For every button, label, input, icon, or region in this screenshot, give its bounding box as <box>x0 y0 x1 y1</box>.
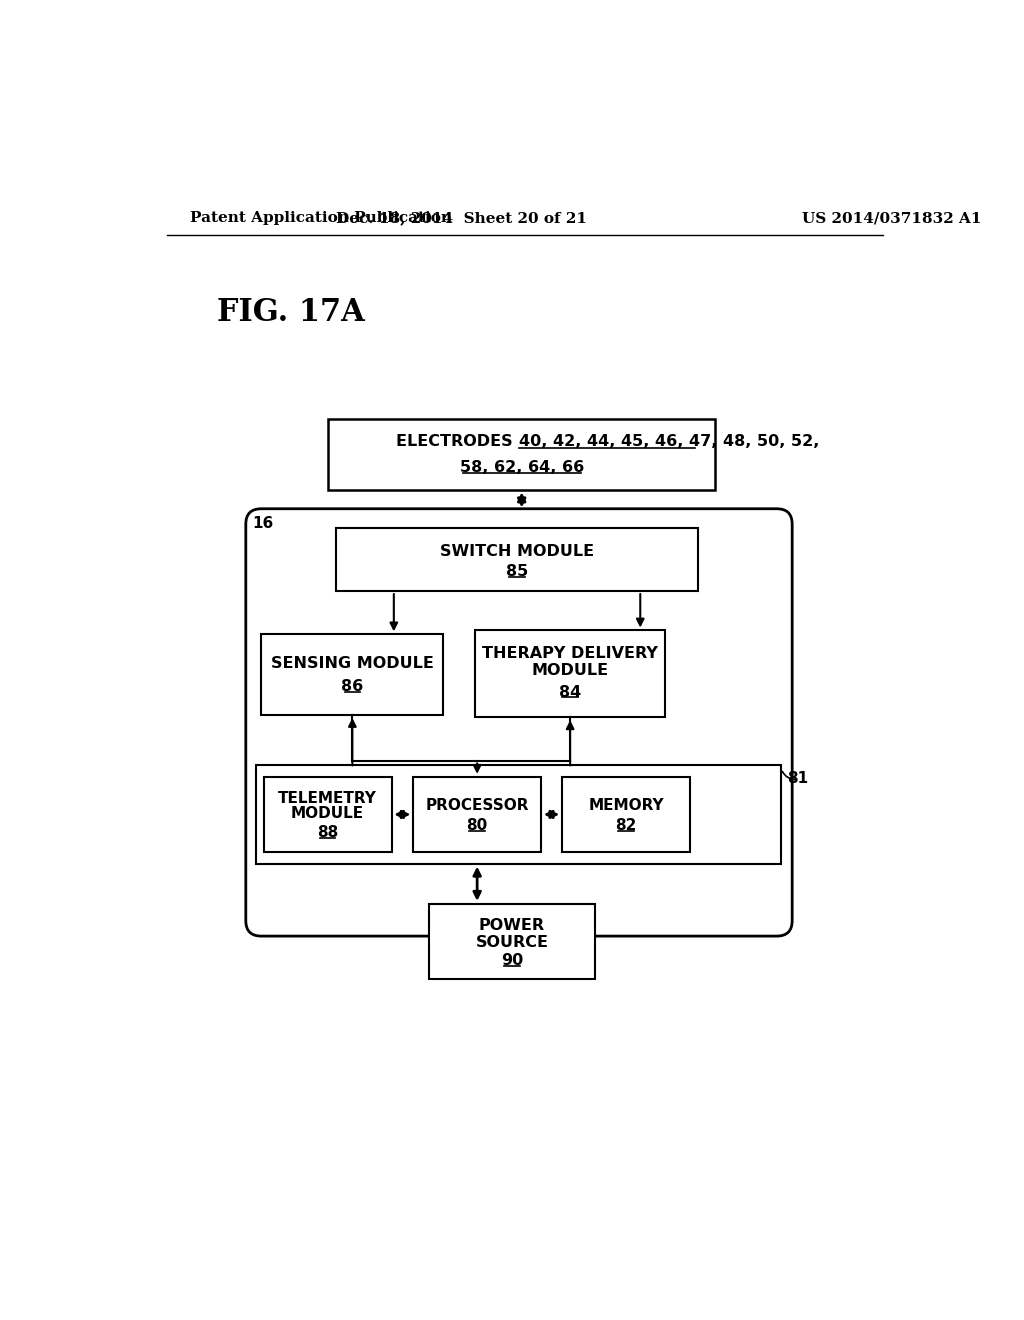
Bar <box>562 776 690 853</box>
Text: MODULE: MODULE <box>291 807 365 821</box>
Text: 88: 88 <box>317 825 338 840</box>
Text: 82: 82 <box>615 817 637 833</box>
Text: 80: 80 <box>467 817 487 833</box>
Text: SENSING MODULE: SENSING MODULE <box>271 656 434 671</box>
Text: Dec. 18, 2014  Sheet 20 of 21: Dec. 18, 2014 Sheet 20 of 21 <box>336 211 587 226</box>
Text: ELECTRODES: ELECTRODES <box>396 434 518 449</box>
Bar <box>256 766 781 863</box>
Bar <box>429 904 595 979</box>
Text: 85: 85 <box>506 564 528 578</box>
Text: 86: 86 <box>341 678 364 694</box>
Text: 90: 90 <box>501 953 523 969</box>
Text: 84: 84 <box>559 685 582 700</box>
Text: POWER: POWER <box>479 917 545 933</box>
Text: 81: 81 <box>787 771 809 787</box>
Text: MEMORY: MEMORY <box>588 799 664 813</box>
Text: MODULE: MODULE <box>531 663 608 678</box>
Text: SWITCH MODULE: SWITCH MODULE <box>440 544 594 558</box>
Text: THERAPY DELIVERY: THERAPY DELIVERY <box>482 645 658 661</box>
Text: 16: 16 <box>252 516 273 532</box>
Text: SOURCE: SOURCE <box>475 935 549 950</box>
Text: Patent Application Publication: Patent Application Publication <box>190 211 452 226</box>
Text: 40, 42, 44, 45, 46, 47, 48, 50, 52,: 40, 42, 44, 45, 46, 47, 48, 50, 52, <box>518 434 819 449</box>
Text: TELEMETRY: TELEMETRY <box>279 791 377 805</box>
Bar <box>263 776 391 853</box>
Text: FIG. 17A: FIG. 17A <box>217 297 365 327</box>
Text: 58, 62, 64, 66: 58, 62, 64, 66 <box>460 459 584 475</box>
FancyBboxPatch shape <box>246 508 793 936</box>
Bar <box>336 528 698 591</box>
Text: US 2014/0371832 A1: US 2014/0371832 A1 <box>802 211 982 226</box>
Bar <box>261 635 443 715</box>
Bar <box>328 418 716 490</box>
Bar <box>475 631 665 718</box>
Text: PROCESSOR: PROCESSOR <box>425 799 528 813</box>
Bar <box>414 776 541 853</box>
